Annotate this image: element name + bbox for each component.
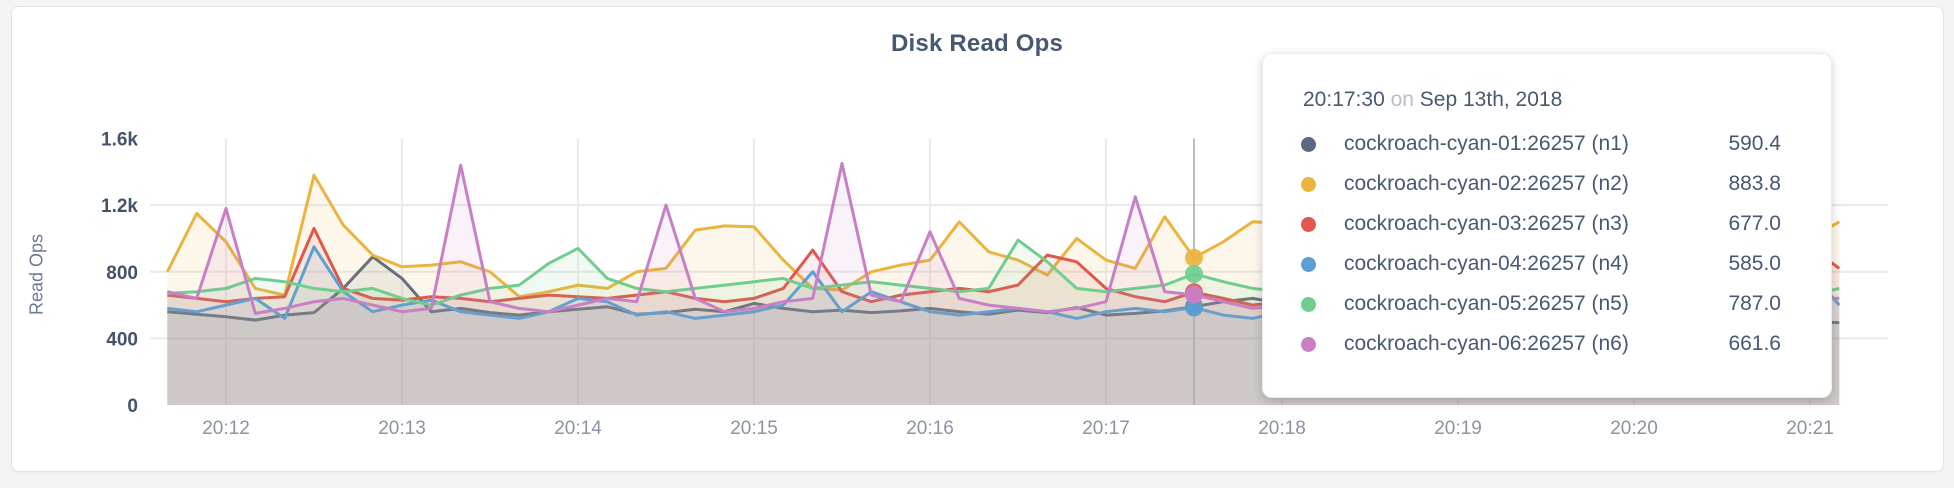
series-color-dot [1301, 136, 1316, 152]
x-tick-label: 20:15 [730, 418, 778, 439]
tooltip-time: 20:17:30 [1303, 88, 1385, 111]
series-color-dot [1301, 256, 1316, 272]
hover-tooltip: 20:17:30 on Sep 13th, 2018 cockroach-cya… [1262, 53, 1832, 398]
series-label: cockroach-cyan-04:26257 (n4) [1344, 252, 1629, 275]
x-tick-label: 20:20 [1610, 418, 1658, 439]
series-color-dot [1301, 336, 1316, 352]
x-tick-label: 20:19 [1434, 418, 1482, 439]
hover-dot-n5 [1185, 264, 1203, 283]
series-label: cockroach-cyan-05:26257 (n5) [1344, 292, 1629, 315]
hover-dot-n4 [1185, 298, 1203, 317]
hover-dot-n6 [1185, 285, 1203, 304]
x-tick-label: 20:18 [1258, 418, 1306, 439]
x-tick-label: 20:16 [906, 418, 954, 439]
series-color-dot [1301, 296, 1316, 312]
series-color-dot [1301, 216, 1316, 232]
y-tick-label: 1.6k [101, 130, 138, 151]
tooltip-on-word: on [1390, 88, 1414, 111]
x-tick-label: 20:21 [1786, 418, 1834, 439]
tooltip-row: cockroach-cyan-02:26257 (n2) 883.8 [1301, 164, 1781, 204]
tooltip-row: cockroach-cyan-06:26257 (n6) 661.6 [1301, 324, 1781, 364]
y-tick-label: 800 [106, 263, 138, 284]
y-tick-label: 1.2k [101, 196, 138, 217]
x-tick-label: 20:13 [378, 418, 426, 439]
series-value: 590.4 [1728, 132, 1781, 155]
series-value: 883.8 [1728, 172, 1781, 195]
tooltip-row: cockroach-cyan-04:26257 (n4) 585.0 [1301, 244, 1781, 284]
hover-dot-n2 [1185, 248, 1203, 267]
x-tick-label: 20:12 [202, 418, 250, 439]
series-label: cockroach-cyan-06:26257 (n6) [1344, 332, 1629, 355]
tooltip-date: Sep 13th, 2018 [1419, 88, 1563, 111]
tooltip-header: 20:17:30 on Sep 13th, 2018 [1303, 88, 1781, 112]
y-tick-label: 0 [127, 396, 138, 417]
tooltip-row: cockroach-cyan-01:26257 (n1) 590.4 [1301, 124, 1781, 164]
series-label: cockroach-cyan-02:26257 (n2) [1344, 172, 1629, 195]
x-tick-label: 20:17 [1082, 418, 1130, 439]
x-tick-label: 20:14 [554, 418, 602, 439]
series-value: 585.0 [1728, 252, 1781, 275]
series-label: cockroach-cyan-03:26257 (n3) [1344, 212, 1629, 235]
chart-title: Disk Read Ops [891, 30, 1063, 57]
series-value: 677.0 [1728, 212, 1781, 235]
tooltip-row: cockroach-cyan-03:26257 (n3) 677.0 [1301, 204, 1781, 244]
y-tick-label: 400 [106, 329, 138, 350]
series-value: 787.0 [1728, 292, 1781, 315]
tooltip-row: cockroach-cyan-05:26257 (n5) 787.0 [1301, 284, 1781, 324]
series-label: cockroach-cyan-01:26257 (n1) [1344, 132, 1629, 155]
series-value: 661.6 [1728, 332, 1781, 355]
series-color-dot [1301, 176, 1316, 192]
tooltip-series-list: cockroach-cyan-01:26257 (n1) 590.4 cockroa… [1301, 124, 1781, 364]
